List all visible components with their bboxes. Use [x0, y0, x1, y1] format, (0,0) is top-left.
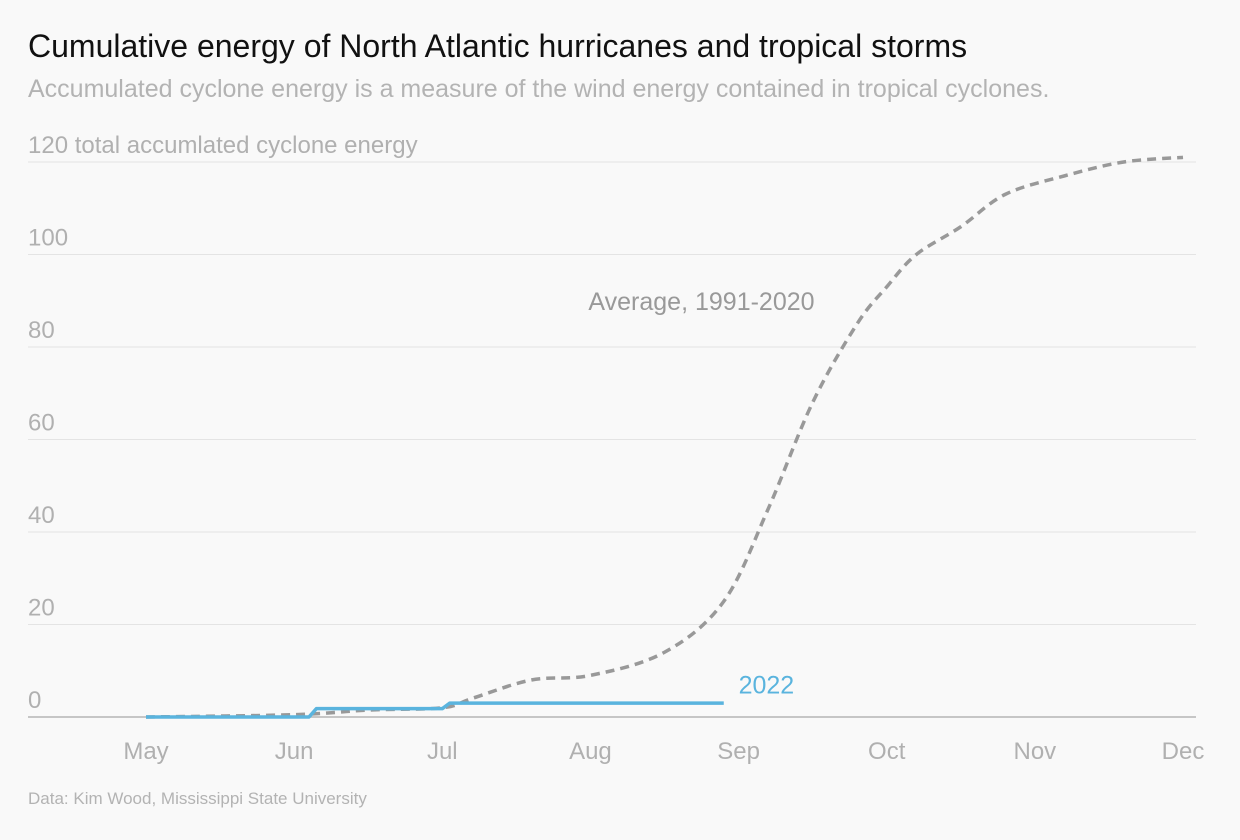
annotation-average: Average, 1991-2020 — [588, 288, 814, 316]
y-axis-tick-labels: 0 20 40 60 80 100 120 total accumlated cyclone… — [28, 132, 418, 714]
series-annotations: Average, 1991-2020 2022 — [588, 288, 814, 700]
x-axis-tick-labels: May Jun Jul Aug Sep Oct Nov Dec — [123, 738, 1204, 765]
y-tick-label-20: 20 — [28, 595, 55, 622]
y-tick-label-100: 100 — [28, 225, 68, 252]
x-tick-label-jul: Jul — [427, 738, 458, 765]
x-tick-label-aug: Aug — [569, 738, 612, 765]
gridlines — [28, 161, 1196, 625]
annotation-2022: 2022 — [739, 672, 795, 700]
series-line-average — [145, 155, 1184, 719]
x-tick-label-nov: Nov — [1014, 738, 1057, 765]
x-tick-label-may: May — [123, 738, 168, 765]
chart-subtitle: Accumulated cyclone energy is a measure … — [28, 75, 1050, 103]
x-tick-label-sep: Sep — [717, 738, 760, 765]
series-lines — [145, 155, 1184, 719]
y-tick-label-60: 60 — [28, 410, 55, 437]
x-tick-label-oct: Oct — [868, 738, 906, 765]
y-tick-label-0: 0 — [28, 687, 41, 714]
chart-title: Cumulative energy of North Atlantic hurr… — [28, 28, 968, 64]
x-tick-label-dec: Dec — [1162, 738, 1205, 765]
series-line-2022 — [146, 701, 724, 719]
source-note: Data: Kim Wood, Mississippi State Univer… — [28, 789, 367, 808]
y-tick-label-40: 40 — [28, 502, 55, 529]
y-tick-label-120: 120 total accumlated cyclone energy — [28, 132, 418, 159]
x-tick-label-jun: Jun — [275, 738, 314, 765]
y-tick-label-80: 80 — [28, 317, 55, 344]
